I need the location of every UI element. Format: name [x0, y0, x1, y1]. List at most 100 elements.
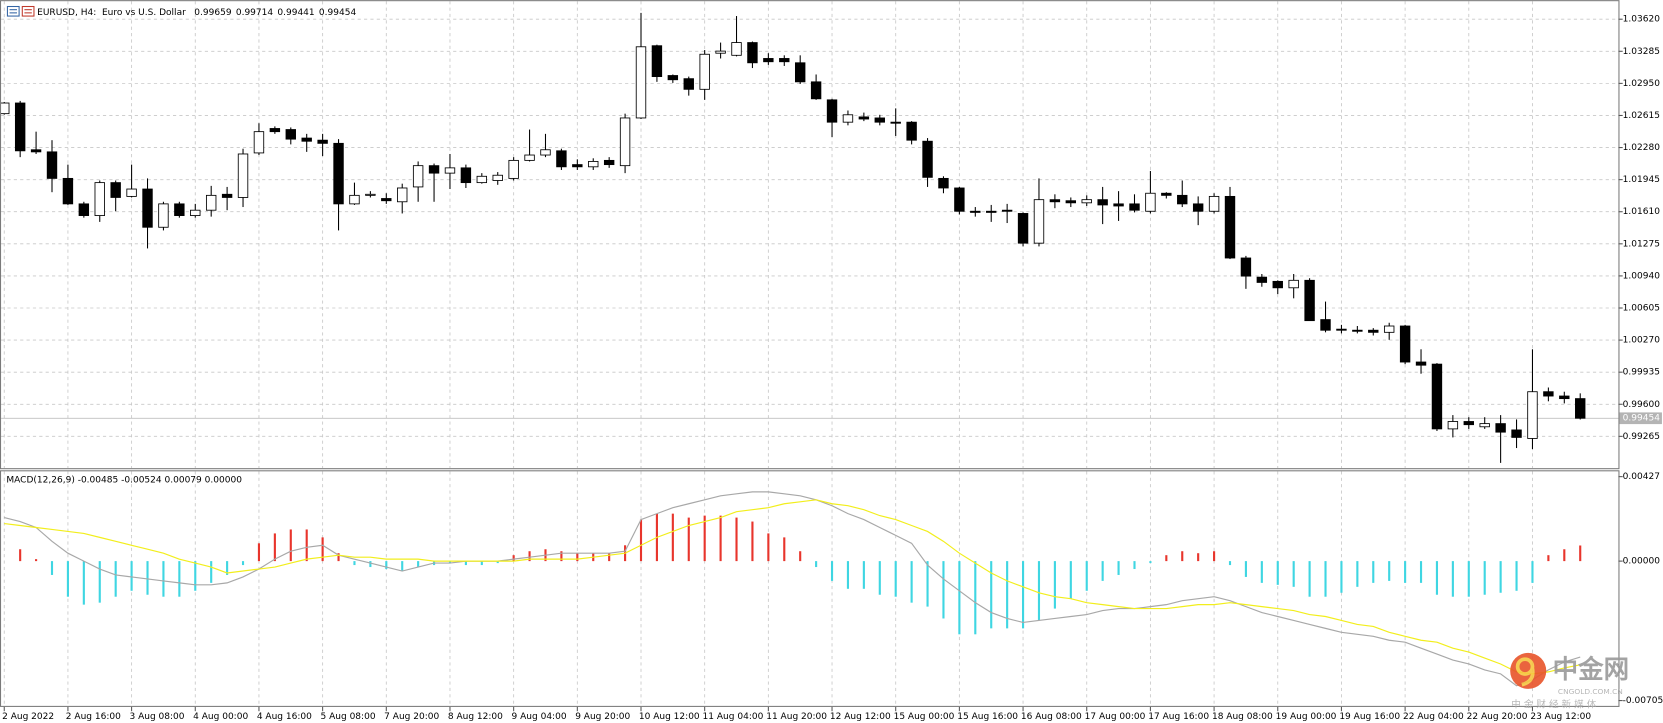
- histogram-bar: [846, 561, 850, 589]
- histogram-bar: [1213, 551, 1216, 562]
- current-price-label: 0.99454: [1623, 414, 1661, 424]
- x-tick-label: 9 Aug 04:00: [512, 712, 567, 722]
- histogram-bar: [82, 561, 85, 605]
- x-tick-label: 18 Aug 08:00: [1212, 712, 1273, 722]
- symbol-icon: [6, 5, 35, 17]
- histogram-bar: [1085, 561, 1088, 591]
- candle-body: [365, 193, 376, 196]
- candle-body: [14, 102, 26, 152]
- candle-body: [779, 58, 790, 63]
- histogram-bar: [1372, 561, 1375, 583]
- histogram-bar: [130, 561, 133, 591]
- candle-body: [317, 139, 328, 144]
- candle-body: [1479, 423, 1490, 428]
- candle-body: [285, 129, 296, 140]
- histogram-bar: [289, 529, 292, 562]
- histogram-bar: [369, 561, 372, 568]
- open-readout: 0.99659: [194, 7, 232, 17]
- candle-body: [938, 177, 949, 189]
- candle-body: [397, 187, 408, 203]
- y-tick-label: 1.01275: [1623, 239, 1660, 249]
- candle-body: [1224, 195, 1236, 259]
- histogram-bar: [910, 561, 913, 603]
- histogram-bar: [417, 561, 420, 568]
- icon: [6, 5, 20, 17]
- candle-body: [858, 116, 870, 120]
- histogram-bar: [210, 561, 213, 583]
- x-tick-label: 2 Aug 16:00: [66, 712, 121, 722]
- x-tick-label: 5 Aug 08:00: [321, 712, 376, 722]
- x-tick-label: 23 Aug 12:00: [1530, 712, 1591, 722]
- histogram-bar: [401, 561, 404, 572]
- histogram-bar: [1515, 561, 1518, 591]
- histogram-bar: [1563, 549, 1566, 562]
- histogram-bar: [862, 561, 865, 589]
- histogram-bar: [194, 561, 197, 591]
- candle-body: [1240, 257, 1252, 277]
- candle-body: [524, 154, 535, 161]
- histogram-bar: [162, 561, 165, 597]
- histogram-bar: [305, 529, 308, 562]
- y-tick-label: 0.99265: [1623, 432, 1660, 442]
- candle-body: [906, 121, 917, 141]
- x-tick-label: 15 Aug 00:00: [894, 712, 955, 722]
- histogram-bar: [608, 553, 611, 562]
- histogram-bar: [1149, 561, 1152, 564]
- candle-body: [428, 165, 440, 174]
- candle-body: [30, 149, 42, 153]
- histogram-bar: [1356, 561, 1359, 587]
- candle-body: [1320, 319, 1331, 331]
- histogram-bar: [926, 561, 929, 607]
- candle-body: [444, 167, 456, 174]
- candle-body: [763, 58, 774, 63]
- candle-body: [1304, 279, 1315, 322]
- histogram-bar: [321, 537, 324, 562]
- histogram-bar: [942, 561, 945, 619]
- candle-body: [1511, 429, 1522, 438]
- histogram-bar: [1531, 561, 1534, 583]
- high-readout: 0.99714: [236, 7, 274, 17]
- histogram-bar: [353, 561, 356, 566]
- candle-body: [1097, 199, 1108, 206]
- candle-body: [1336, 328, 1347, 331]
- candle-body: [890, 121, 901, 124]
- histogram-bar: [1165, 555, 1168, 562]
- candle-body: [1113, 203, 1124, 207]
- close-readout: 0.99454: [319, 7, 357, 17]
- candle-body: [635, 46, 647, 119]
- candle-body: [572, 164, 583, 168]
- watermark-brand: 中金网: [1553, 655, 1629, 685]
- candle-body: [1559, 395, 1570, 400]
- indicator-line: [4, 499, 1581, 675]
- y-tick-label: 0.00000: [1623, 557, 1661, 567]
- histogram-bar: [639, 519, 643, 562]
- histogram-bar: [735, 517, 738, 562]
- histogram-bar: [560, 551, 563, 562]
- histogram-bar: [1228, 561, 1232, 566]
- histogram-bar: [1181, 551, 1184, 562]
- histogram-bar: [512, 555, 515, 562]
- y-tick-label: 0.99600: [1623, 400, 1661, 410]
- candle-body: [794, 62, 806, 83]
- candle-body: [874, 117, 885, 123]
- candle-body: [253, 131, 265, 154]
- candle-body: [1495, 423, 1506, 433]
- candle-body: [747, 42, 758, 64]
- histogram-bar: [1579, 545, 1582, 562]
- y-tick-label: 1.02280: [1623, 143, 1661, 153]
- histogram-bar: [1101, 561, 1104, 581]
- histogram-bar: [1499, 561, 1502, 593]
- candle-body: [1065, 200, 1077, 204]
- histogram-bar: [528, 551, 531, 562]
- candle-body: [221, 193, 233, 198]
- x-tick-label: 15 Aug 16:00: [957, 712, 1018, 722]
- histogram-bar: [385, 561, 388, 570]
- low-readout: 0.99441: [277, 7, 314, 17]
- x-tick-label: 17 Aug 00:00: [1085, 712, 1146, 722]
- y-tick-label: 1.03620: [1623, 15, 1661, 25]
- candle-body: [1161, 192, 1172, 196]
- candle-body: [301, 137, 312, 142]
- histogram-bar: [1260, 561, 1263, 583]
- x-tick-label: 8 Aug 12:00: [448, 712, 503, 722]
- histogram-bar: [480, 561, 483, 566]
